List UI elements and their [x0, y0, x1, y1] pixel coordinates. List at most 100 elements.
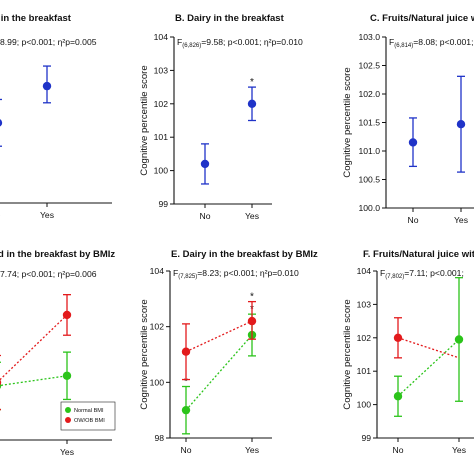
stat-prefix: F [380, 268, 385, 278]
y-tick-label: 100 [154, 166, 169, 176]
y-tick-label: 101.0 [358, 146, 380, 156]
data-point [181, 405, 191, 415]
stat-prefix: F [389, 37, 394, 47]
data-point [62, 310, 72, 320]
stat-line: F(6,826)=9.58; p<0.001; η²p=0.010 [177, 37, 303, 49]
y-tick-label: 101 [154, 132, 169, 142]
data-point [393, 333, 403, 342]
y-axis-label: Cognitive percentile score [139, 65, 150, 175]
y-tick-label: 100 [150, 377, 165, 387]
significance-star: * [250, 292, 254, 303]
y-tick-label: 102 [150, 322, 165, 332]
x-tick-label: No [393, 445, 404, 455]
significance-star: * [250, 77, 254, 88]
y-tick-label: 102.0 [358, 89, 380, 99]
y-tick-label: 99 [361, 433, 371, 443]
x-tick-label: Yes [452, 445, 466, 455]
y-tick-label: 102 [154, 99, 169, 109]
y-tick-label: 101 [357, 366, 372, 376]
y-axis-label: Cognitive percentile score [342, 299, 353, 409]
y-tick-label: 103 [357, 299, 372, 309]
stat-line: F(7,802)=7.11; p<0.001; [380, 268, 464, 280]
panel-e: E. Dairy in the breakfast by BMIz F(7,825… [139, 249, 318, 455]
x-tick-label: No [200, 211, 211, 221]
legend-label: OW/OB BMI [74, 418, 105, 424]
x-tick-label: Yes [245, 211, 259, 221]
legend-label: Normal BMI [74, 408, 104, 414]
data-point [247, 99, 257, 109]
y-tick-label: 100.0 [358, 203, 380, 213]
series-line [0, 375, 68, 387]
data-point [181, 347, 191, 356]
panel-b: B. Dairy in the breakfast F(6,826)=9.58; … [139, 13, 303, 221]
data-point [0, 119, 3, 127]
stat-text: 8.99; p<0.001; η²p=0.005 [0, 37, 97, 47]
y-tick-label: 103.0 [358, 32, 380, 42]
stat-line: F(6,814)=8.08; p<0.001; η²p=0.010 [389, 37, 474, 49]
stat-text: =7.11; p<0.001; [404, 268, 464, 278]
stat-line: 7.74; p<0.001; η²p=0.006 [0, 269, 97, 279]
y-tick-label: 100 [357, 400, 372, 410]
y-tick-label: 104 [154, 32, 169, 42]
data-point [200, 159, 210, 169]
y-tick-label: 103 [154, 65, 169, 75]
y-tick-label: 101.5 [358, 118, 380, 128]
y-tick-label: 102 [357, 333, 372, 343]
panel-title: read in the breakfast [0, 13, 72, 24]
stat-prefix: F [177, 37, 182, 47]
legend: Normal BMI OW/OB BMI [60, 401, 116, 431]
panel-title: E. Dairy in the breakfast by BMIz [171, 249, 318, 260]
panel-title: C. Fruits/Natural juice with [370, 13, 474, 24]
stat-text: =9.58; p<0.001; η²p=0.010 [201, 37, 303, 47]
y-axis-label: Cognitive percentile score [342, 67, 353, 177]
stat-text: =8.23; p<0.001; η²p=0.010 [197, 268, 299, 278]
stat-line: 8.99; p<0.001; η²p=0.005 [0, 37, 97, 47]
panel-f: F. Fruits/Natural juice without F(7,802)=… [342, 249, 474, 455]
x-tick-label: Yes [40, 210, 54, 220]
panel-a: read in the breakfast 8.99; p<0.001; η²p=… [0, 13, 112, 220]
x-tick-label: Yes [60, 447, 74, 457]
stat-subscript: (7,802) [385, 274, 404, 280]
series-line [185, 334, 253, 411]
panel-d: d in the breakfast by BMIz 7.74; p<0.001;… [0, 249, 115, 457]
x-tick-label: No [181, 445, 192, 455]
legend-box [60, 401, 116, 431]
stat-subscript: (7,825) [178, 274, 197, 280]
panel-title: F. Fruits/Natural juice without [363, 249, 474, 260]
data-point [393, 392, 403, 401]
y-tick-label: 104 [357, 266, 372, 276]
stat-subscript: (6,814) [394, 43, 413, 49]
panel-title: B. Dairy in the breakfast [175, 13, 285, 24]
y-tick-label: 104 [150, 266, 165, 276]
stat-line: F(7,825)=8.23; p<0.001; η²p=0.010 [173, 268, 299, 280]
panel-c: C. Fruits/Natural juice with F(6,814)=8.0… [342, 13, 474, 225]
y-tick-label: 99 [158, 199, 168, 209]
data-point [456, 120, 466, 129]
y-axis-label: Cognitive percentile score [139, 299, 150, 409]
data-point [247, 316, 257, 326]
data-point [408, 138, 418, 147]
data-point [42, 81, 52, 91]
y-tick-label: 98 [154, 433, 164, 443]
series-line [0, 314, 68, 381]
legend-marker [65, 407, 71, 413]
series-line [397, 337, 460, 359]
x-tick-label: Yes [245, 445, 259, 455]
y-tick-label: 100.5 [358, 175, 380, 185]
x-tick-label: o [0, 210, 1, 220]
x-tick-label: No [408, 215, 419, 225]
legend-marker [65, 417, 71, 423]
stat-text: 7.74; p<0.001; η²p=0.006 [0, 269, 97, 279]
data-point [454, 335, 464, 344]
series-line [397, 338, 460, 397]
data-point [0, 379, 2, 386]
x-tick-label: Yes [454, 215, 468, 225]
stat-subscript: (6,826) [182, 43, 201, 49]
significance-star: * [184, 377, 188, 388]
stat-text: =8.08; p<0.001; η²p=0.010 [413, 37, 474, 47]
data-point [62, 371, 72, 380]
y-tick-label: 102.5 [358, 61, 380, 71]
panel-title: d in the breakfast by BMIz [0, 249, 115, 260]
stat-prefix: F [173, 268, 178, 278]
